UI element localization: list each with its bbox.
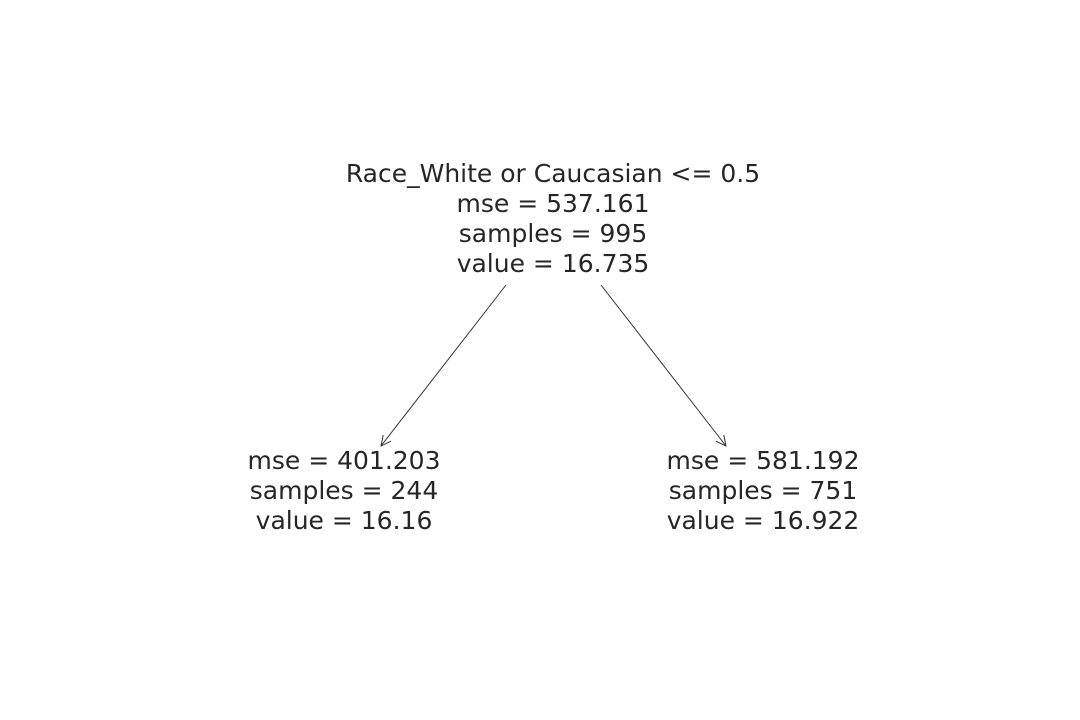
root-value: value = 16.735 — [456, 249, 650, 278]
root-samples: samples = 995 — [458, 219, 648, 248]
edge-root-to-left — [381, 284, 507, 446]
left-leaf-samples: samples = 244 — [249, 476, 439, 505]
left-leaf-node: mse = 401.203 samples = 244 value = 16.1… — [248, 446, 441, 536]
left-leaf-mse: mse = 401.203 — [247, 446, 441, 475]
right-leaf-node: mse = 581.192 samples = 751 value = 16.9… — [667, 446, 860, 536]
root-mse: mse = 537.161 — [456, 189, 650, 218]
right-leaf-samples: samples = 751 — [668, 476, 858, 505]
root-node: Race_White or Caucasian <= 0.5 mse = 537… — [346, 159, 760, 279]
root-split-condition: Race_White or Caucasian <= 0.5 — [345, 159, 761, 188]
left-leaf-value: value = 16.16 — [255, 506, 433, 535]
edge-root-to-right — [600, 284, 726, 446]
right-leaf-value: value = 16.922 — [666, 506, 860, 535]
right-leaf-mse: mse = 581.192 — [666, 446, 860, 475]
